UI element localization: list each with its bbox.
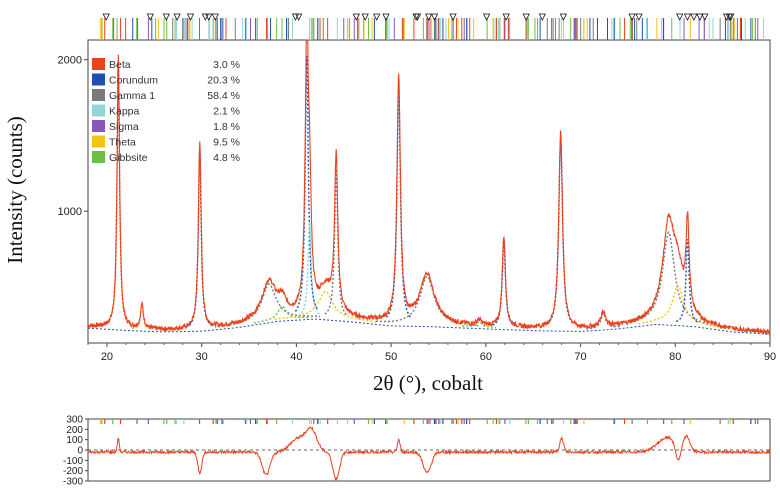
residual-y-tick-label: -100 [63,456,83,467]
x-tick-label: 50 [385,351,397,363]
x-axis-label: 2θ (°), cobalt [373,371,483,395]
legend-label: Gamma 1 [109,90,155,102]
residual-line [88,426,771,481]
legend-percent: 20.3 % [207,75,240,87]
calculated-peak [324,168,348,317]
legend-swatch [92,104,105,117]
legend-label: Beta [109,59,131,71]
legend-percent: 9.5 % [213,137,240,149]
reference-marker [683,13,692,21]
reference-marker [482,13,491,21]
observed-pattern-line [87,39,771,336]
legend: Beta 3.0 % Corundum 20.3 % Gamma 1 58.4 % Kapp… [92,58,240,164]
legend-swatch [92,135,105,148]
legend-swatch [92,120,105,132]
legend-swatch [92,58,105,70]
reference-marker [413,13,422,21]
legend-percent: 2.1 % [213,106,240,118]
legend-percent: 1.8 % [213,121,240,133]
calculated-peak [546,138,575,325]
calculated-peak [625,230,712,326]
reference-marker [102,13,110,21]
reference-marker [173,13,181,21]
main-plot-frame [87,39,771,344]
reference-marker [676,13,684,21]
reference-marker [373,13,381,21]
x-tick-label: 20 [101,351,113,363]
residual-reference-ticks [99,419,759,424]
reference-marker [522,13,530,21]
reference-marker [361,13,369,21]
calculated-peak [492,239,516,327]
legend-percent: 3.0 % [213,59,240,71]
x-tick-label: 40 [290,351,302,363]
residual-y-tick-label: 100 [66,435,83,446]
calculated-peak [189,150,211,326]
reference-marker [425,13,433,21]
calculated-peak [638,284,718,328]
legend-label: Kappa [109,106,140,118]
reference-marker [352,13,360,21]
calculated-peak [108,63,128,322]
reference-marker [628,13,636,21]
residual-y-tick-label: -300 [63,477,83,488]
calculated-background [87,318,771,335]
reference-marker [538,13,546,21]
x-tick-label: 70 [574,351,586,363]
legend-label: Theta [109,137,136,149]
x-tick-label: 60 [480,351,492,363]
reference-marker [690,13,698,21]
residual-y-tick-label: 0 [77,446,83,457]
reference-marker [186,13,195,21]
reference-marker [502,13,510,21]
y-tick-label: 1000 [58,206,82,218]
legend-swatch [92,151,105,163]
reference-marker [449,13,457,21]
residual-y-tick-label: -200 [63,466,83,477]
reference-marker [696,13,704,21]
reference-marker [295,13,303,21]
calculated-peak [253,305,311,324]
y-axis-label: Intensity (counts) [3,116,27,264]
reference-marker [146,13,154,21]
calculated-peak [385,87,412,319]
x-tick-label: 80 [669,351,681,363]
legend-label: Sigma [109,121,139,133]
calculated-patterns [87,56,771,335]
reference-marker [211,13,219,21]
legend-percent: 4.8 % [213,152,240,164]
legend-label: Corundum [109,75,158,87]
reference-marker [430,13,439,21]
calculated-peak [294,56,319,312]
x-tick-label: 30 [196,351,208,363]
legend-percent: 58.4 % [207,90,240,102]
x-tick-label: 90 [764,351,776,363]
reference-marker [559,13,568,21]
reference-marker [205,13,213,21]
residual-y-tick-label: 200 [66,425,83,436]
residual-y-tick-label: 300 [66,415,83,426]
legend-swatch [92,89,105,101]
calculated-peak [217,283,321,328]
legend-swatch [92,73,105,86]
reference-marker [162,13,170,21]
calculated-peak [462,321,497,329]
y-tick-label: 2000 [58,55,82,67]
reference-marker [725,13,734,21]
calculated-peak [676,239,700,324]
reference-marker [701,13,709,21]
reference-marker [382,13,390,21]
main-axes: 20 30 40 50 60 70 80 90 1000 2000 [58,55,777,363]
phase-reference-ticks [99,13,765,40]
legend-label: Gibbsite [109,152,148,164]
reference-marker [635,13,643,21]
calculated-peak [297,221,322,317]
calculated-peak [274,290,377,323]
